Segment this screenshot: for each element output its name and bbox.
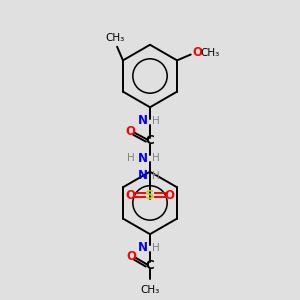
- Text: C: C: [146, 259, 154, 272]
- Text: H: H: [152, 116, 160, 126]
- Text: C: C: [146, 134, 154, 147]
- Text: H: H: [152, 171, 160, 181]
- Text: N: N: [138, 114, 148, 128]
- Text: N: N: [138, 241, 148, 254]
- Text: N: N: [138, 169, 148, 182]
- Text: H: H: [152, 153, 160, 163]
- Text: CH₃: CH₃: [106, 33, 125, 43]
- Text: CH₃: CH₃: [140, 285, 160, 295]
- Text: H: H: [152, 243, 160, 253]
- Text: CH₃: CH₃: [200, 48, 220, 58]
- Text: N: N: [138, 152, 148, 164]
- Text: O: O: [164, 189, 175, 202]
- Text: S: S: [145, 189, 155, 202]
- Text: H: H: [127, 153, 134, 163]
- Text: O: O: [126, 250, 136, 263]
- Text: O: O: [193, 46, 203, 59]
- Text: O: O: [125, 125, 136, 138]
- Text: O: O: [125, 189, 136, 202]
